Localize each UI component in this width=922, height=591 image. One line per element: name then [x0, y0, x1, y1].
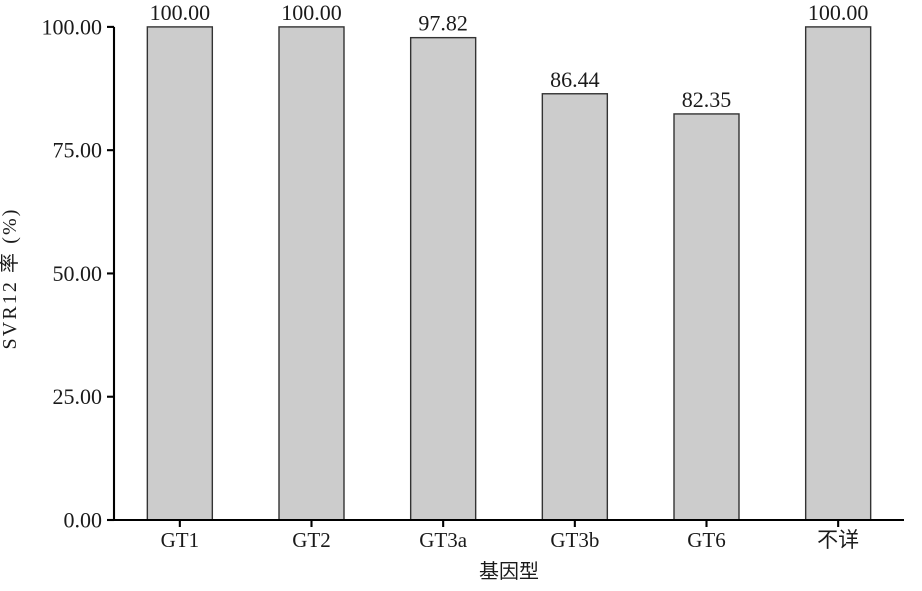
svg-text:86.44: 86.44: [550, 67, 600, 92]
svg-text:GT3a: GT3a: [419, 528, 467, 552]
svg-text:GT2: GT2: [292, 528, 331, 552]
svg-text:GT6: GT6: [687, 528, 726, 552]
svg-text:不详: 不详: [817, 528, 859, 552]
svg-text:100.00: 100.00: [42, 14, 103, 39]
svg-text:GT3b: GT3b: [550, 528, 599, 552]
svg-text:97.82: 97.82: [418, 11, 468, 36]
svg-text:0.00: 0.00: [64, 508, 103, 533]
svg-text:100.00: 100.00: [808, 0, 869, 25]
svg-text:基因型: 基因型: [479, 560, 539, 583]
svg-text:100.00: 100.00: [281, 0, 342, 25]
svg-text:82.35: 82.35: [682, 87, 732, 112]
svg-text:100.00: 100.00: [150, 0, 211, 25]
svg-text:25.00: 25.00: [53, 384, 103, 409]
svg-text:50.00: 50.00: [53, 261, 103, 286]
svg-text:75.00: 75.00: [53, 138, 103, 163]
svg-text:SVR12 率 (%): SVR12 率 (%): [0, 207, 21, 349]
svg-text:GT1: GT1: [161, 528, 200, 552]
